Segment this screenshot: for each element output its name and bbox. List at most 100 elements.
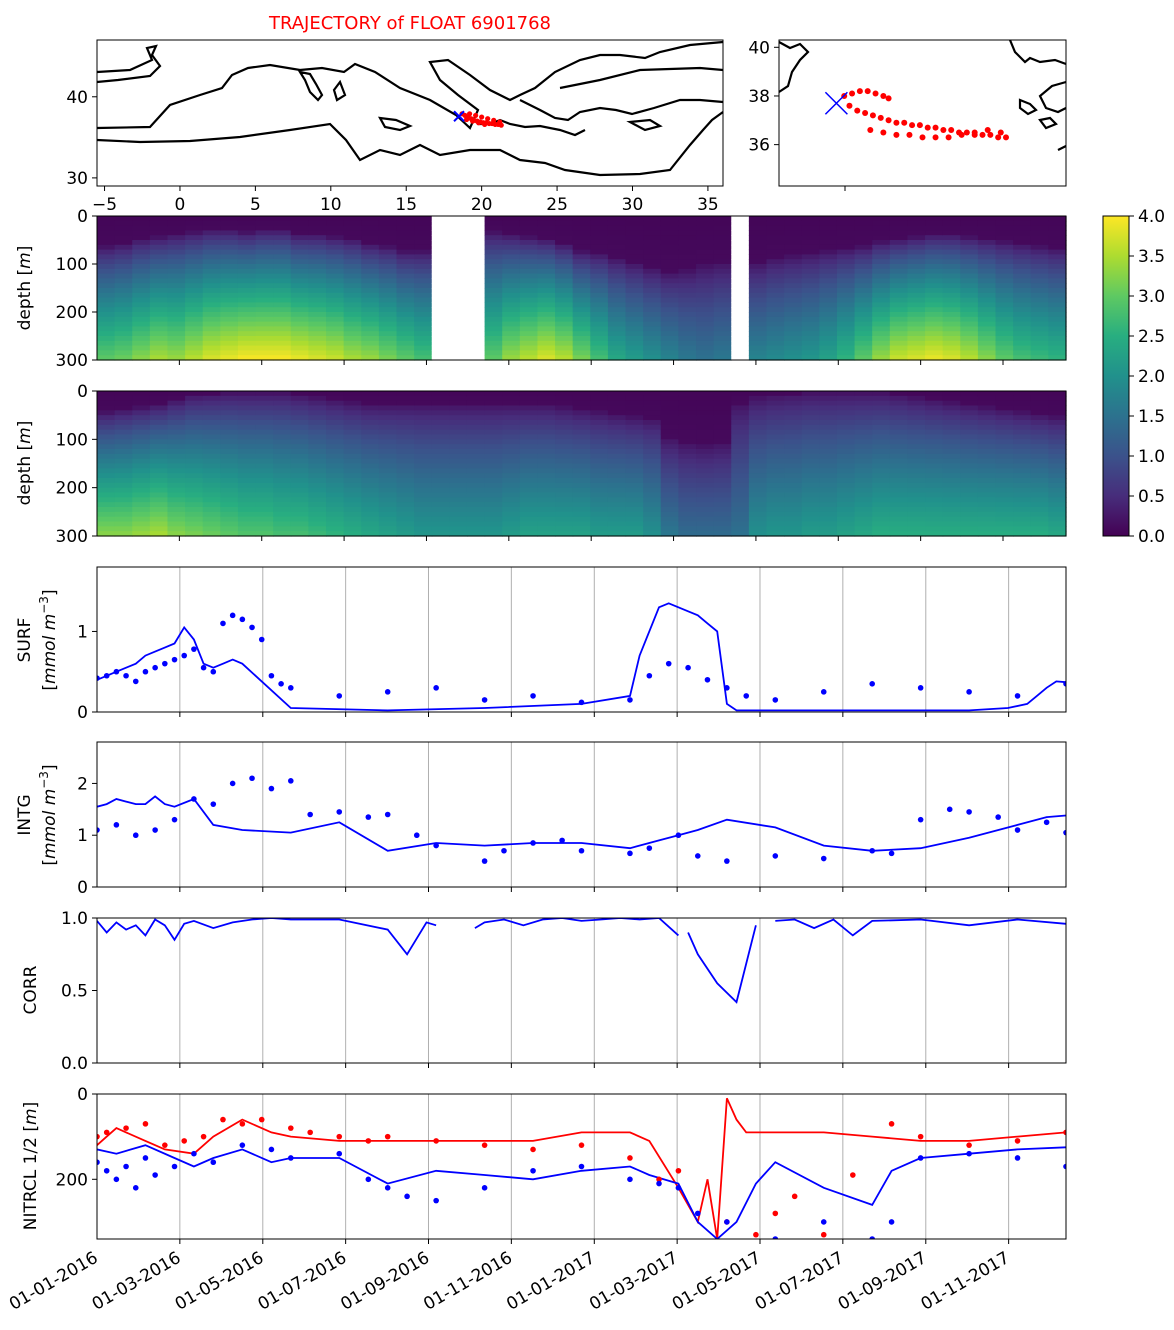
heatmap-cell (537, 487, 556, 494)
heatmap-cell (836, 216, 856, 222)
heatmap-cell (925, 316, 944, 323)
heatmap-cell (572, 429, 591, 436)
heatmap-cell (537, 439, 556, 445)
heatmap-cell (713, 316, 732, 323)
heatmap-cell (484, 497, 503, 503)
zoom-track-point (854, 107, 861, 114)
heatmap-cell (942, 516, 961, 523)
heatmap-cell (502, 254, 521, 260)
heatmap-cell (784, 487, 803, 494)
heatmap-cell (995, 453, 1014, 460)
heatmap-cell (132, 463, 151, 469)
heatmap-cell (625, 507, 644, 513)
heatmap-cell (167, 473, 186, 479)
heatmap-cell (1030, 321, 1049, 327)
heatmap-cell (660, 453, 679, 460)
heatmap-cell (149, 415, 169, 421)
heatmap-cell (942, 216, 961, 222)
heatmap-cell (431, 216, 450, 222)
heatmap-cell (185, 345, 204, 351)
heatmap-cell (555, 473, 574, 479)
heatmap-cell (1030, 502, 1049, 508)
heatmap-cell (202, 225, 221, 231)
heatmap-cell (308, 502, 327, 508)
heatmap-cell (713, 292, 732, 299)
heatmap-cell (713, 463, 732, 469)
heatmap-cell (396, 326, 415, 332)
heatmap-cell (378, 531, 398, 537)
heatmap-cell (925, 307, 944, 313)
heatmap-cell (132, 240, 151, 246)
heatmap-cell (572, 302, 591, 308)
heatmap-cell (537, 302, 556, 308)
heatmap-cell (308, 468, 327, 474)
heatmap-cell (185, 458, 204, 465)
heatmap-cell (942, 439, 961, 445)
heatmap-cell (97, 468, 116, 474)
heatmap-cell (643, 297, 662, 303)
date-tick-label: 01-05-2016 (172, 1248, 268, 1315)
heatmap-cell (942, 264, 961, 270)
heatmap-cell (696, 278, 715, 284)
heatmap-cell (97, 340, 116, 347)
heatmap-cell (237, 235, 257, 241)
heatmap-cell (1013, 439, 1032, 445)
heatmap-cell (449, 220, 468, 227)
heatmap-cell (925, 302, 944, 308)
heatmap-cell (748, 220, 768, 227)
heatmap-cell (854, 249, 873, 255)
heatmap-cell (114, 326, 133, 332)
heatmap-cell (308, 254, 327, 260)
heatmap-cell (149, 463, 169, 469)
heatmap-cell (960, 444, 979, 450)
heatmap-cell (572, 511, 591, 518)
heatmap-cell (167, 273, 186, 279)
data-point (1063, 829, 1066, 836)
heatmap-cell (766, 463, 785, 469)
heatmap-cell (590, 395, 609, 402)
heatmap-cell (748, 410, 768, 416)
heatmap-cell (784, 502, 803, 508)
heatmap-cell (854, 350, 873, 356)
heatmap-cell (1013, 516, 1032, 523)
heatmap-cell (97, 292, 116, 299)
heatmap-cell (308, 331, 327, 337)
heatmap-cell (678, 326, 697, 332)
heatmap-cell (995, 312, 1014, 318)
heatmap-cell (1013, 312, 1032, 318)
heatmap-cell (326, 278, 345, 284)
heatmap-cell (625, 521, 644, 527)
heatmap-cell (555, 264, 574, 270)
heatmap-cell (607, 264, 627, 270)
heatmap-cell (255, 405, 274, 411)
heatmap-cell (97, 230, 116, 236)
heatmap-cell (132, 458, 151, 465)
zoom-track-point (932, 124, 939, 131)
heatmap-cell (343, 225, 362, 231)
heatmap-cell (185, 312, 204, 318)
heatmap-cell (378, 521, 398, 527)
data-point (966, 1150, 972, 1157)
data-point (433, 842, 439, 849)
heatmap-cell (484, 492, 503, 498)
heatmap-cell (519, 326, 539, 332)
heatmap-cell (731, 521, 750, 527)
zoom-trajectory-track (824, 88, 1009, 141)
heatmap-cell (678, 355, 697, 361)
heatmap-cell (1013, 487, 1032, 494)
heatmap-cell (748, 424, 768, 431)
heatmap-cell (149, 278, 169, 284)
heatmap-cell (748, 478, 768, 484)
heatmap-cell (607, 292, 627, 299)
heatmap-cell (977, 297, 997, 303)
heatmap-cell (237, 297, 257, 303)
heatmap-cell (97, 420, 116, 426)
heatmap-cell (995, 420, 1014, 426)
heatmap-cell (273, 439, 292, 445)
heatmap-cell (748, 355, 768, 361)
heatmap-cell (819, 516, 838, 523)
heatmap-cell (202, 340, 221, 347)
heatmap-cell (167, 340, 186, 347)
heatmap-cell (396, 288, 415, 294)
